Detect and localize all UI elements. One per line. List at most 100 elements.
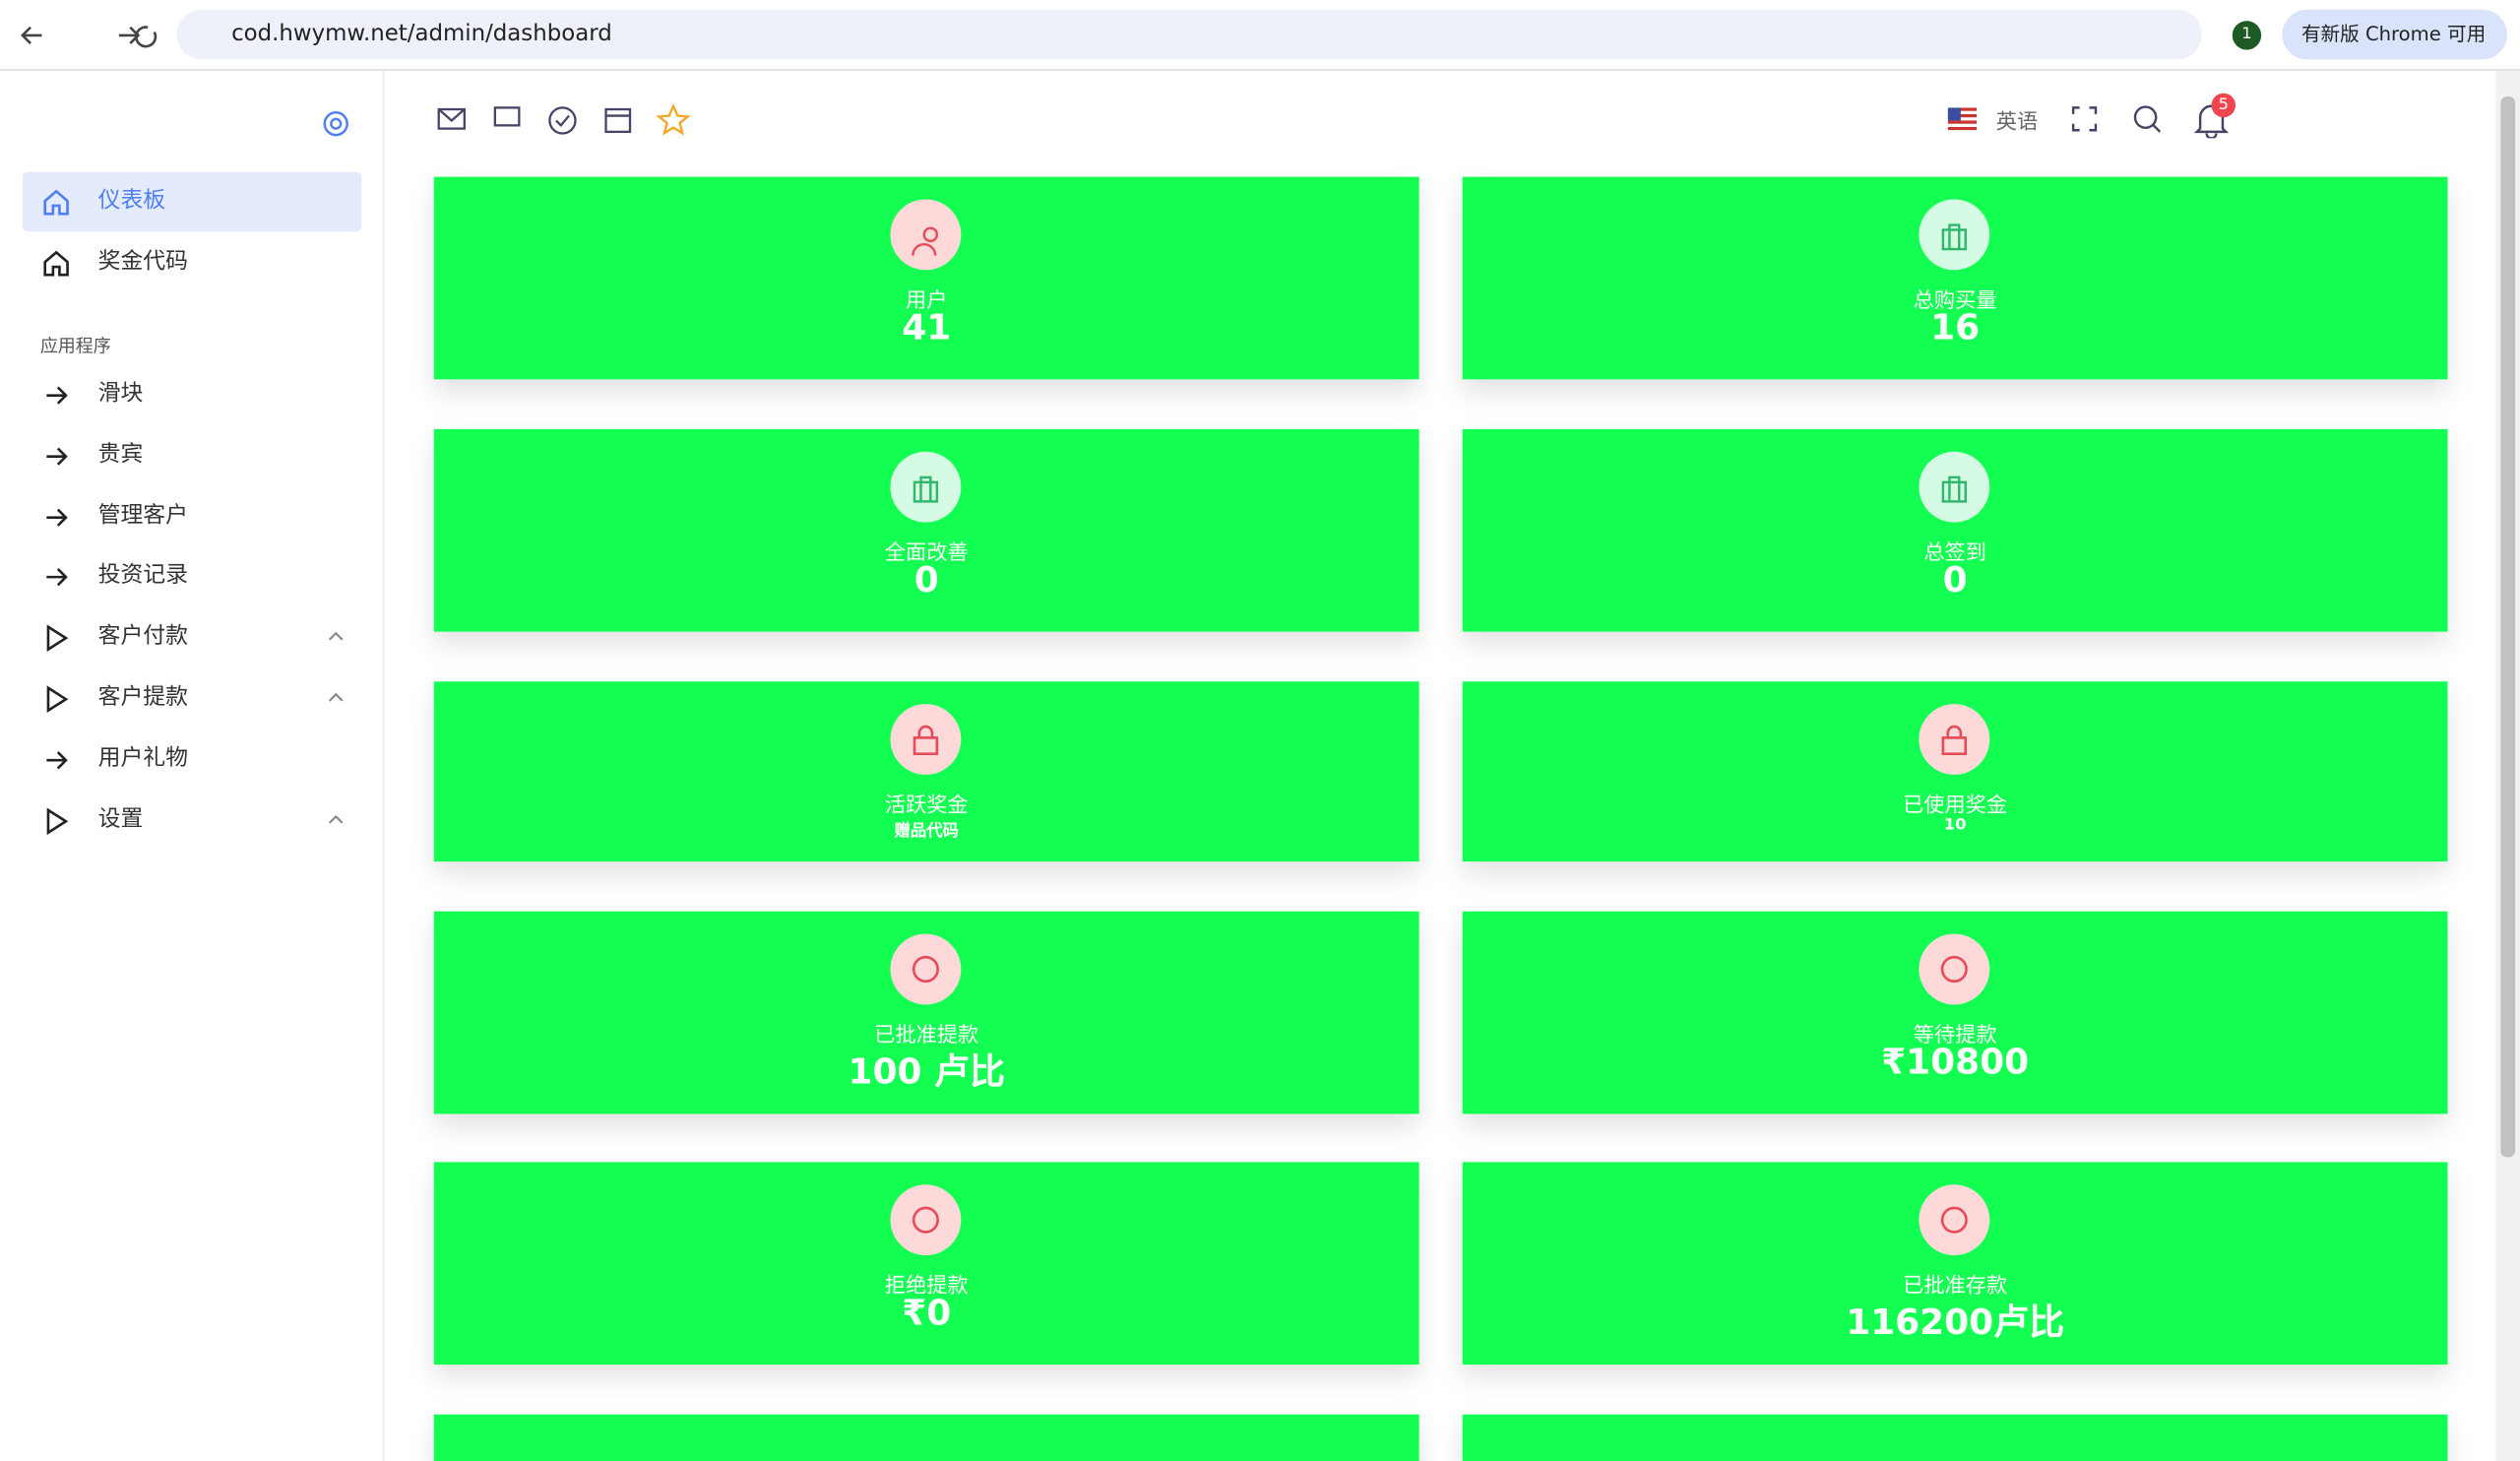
- stat-card: 全面改善 0: [433, 428, 1419, 632]
- icon: [46, 624, 69, 653]
- card-icon: [890, 1184, 962, 1256]
- browser-bar: cod.hwymw.net/admin/dashboard 1 有新版 Chro…: [0, 0, 2520, 71]
- chevron: [328, 692, 344, 702]
- icon-glyph: [1941, 223, 1967, 251]
- icon: [46, 507, 68, 527]
- card-value: ₹10800: [1881, 1043, 2030, 1084]
- card-icon: [1919, 451, 1990, 523]
- card-label: 总购买量: [1913, 288, 1997, 314]
- logo: [323, 111, 348, 137]
- card-icon: [1919, 933, 1990, 1005]
- card-label: 拒绝提款: [884, 1274, 969, 1300]
- icon: [43, 250, 69, 277]
- stat-card: 总购买量 16: [1462, 176, 2448, 380]
- stat-card: 活跃奖金 赠品代码: [433, 681, 1419, 862]
- menu-label: 客户提款: [97, 684, 189, 711]
- icon-glyph: [913, 725, 939, 756]
- card-value: 41: [902, 308, 952, 349]
- card: [1462, 1414, 2448, 1461]
- menu-label: 设置: [97, 805, 144, 833]
- card-icon: [890, 704, 962, 775]
- menu-label: 奖金代码: [97, 249, 189, 276]
- card-icon: [1919, 199, 1990, 271]
- icon-glyph: [912, 226, 939, 256]
- card-icon: [1919, 704, 1990, 775]
- card-value: ₹0: [902, 1294, 952, 1335]
- icon-glyph: [1941, 476, 1967, 503]
- card-icon: [1919, 1184, 1990, 1256]
- header-tools[interactable]: [2068, 102, 2230, 139]
- url-text: cod.hwymw.net/admin/dashboard: [231, 21, 612, 47]
- card-label: 活跃奖金: [884, 794, 969, 819]
- menu-item[interactable]: 设置: [23, 791, 361, 850]
- profile[interactable]: 1: [2232, 21, 2262, 50]
- scroll-thumb[interactable]: [2500, 95, 2516, 1158]
- icon-glyph: [1940, 1206, 1968, 1234]
- menu-item[interactable]: 贵宾: [23, 425, 361, 484]
- card-label: 等待提款: [1913, 1023, 1997, 1048]
- card-value: 0: [914, 560, 939, 602]
- section-title: 应用程序: [39, 336, 111, 357]
- sidebar: 仪表板奖金代码应用程序滑块贵宾管理客户投资记录客户付款客户提款用户礼物设置: [0, 70, 385, 1461]
- card-value: 赠品代码: [894, 822, 959, 841]
- stat-card: 已使用奖金 10: [1462, 681, 2448, 862]
- stat-card: 用户 41: [433, 176, 1419, 380]
- card-icon: [890, 199, 962, 271]
- menu-item[interactable]: 客户提款: [23, 668, 361, 728]
- menu-label: 管理客户: [97, 502, 189, 529]
- card-value: 0: [1942, 560, 1968, 602]
- nav-buttons[interactable]: [20, 20, 164, 52]
- stat-card: 已批准提款 100 卢比: [433, 911, 1419, 1114]
- card-value: 116200卢比: [1846, 1303, 2065, 1344]
- icon: [46, 568, 68, 587]
- icon: [46, 685, 69, 714]
- notification-badge: 5: [2211, 93, 2236, 118]
- card-icon: [890, 933, 962, 1005]
- card-label: 已批准存款: [1903, 1274, 2008, 1300]
- menu-item[interactable]: 客户付款: [23, 607, 361, 667]
- address-bar[interactable]: cod.hwymw.net/admin/dashboard: [176, 9, 2202, 60]
- icon: [46, 447, 68, 466]
- icon-glyph: [1940, 955, 1968, 984]
- card: [433, 1414, 1419, 1461]
- card-label: 已批准提款: [874, 1023, 979, 1048]
- stat-card: 总签到 0: [1462, 428, 2448, 632]
- icon: [43, 189, 69, 216]
- menu-item[interactable]: 管理客户: [23, 486, 361, 545]
- card-label: 用户: [905, 288, 948, 314]
- icon-glyph: [913, 476, 939, 503]
- menu-item[interactable]: 滑块: [23, 365, 361, 424]
- card-label: 全面改善: [884, 541, 969, 566]
- update-button[interactable]: 有新版 Chrome 可用: [2282, 9, 2507, 60]
- menu-item[interactable]: 投资记录: [23, 547, 361, 606]
- card-label: 已使用奖金: [1903, 794, 2008, 819]
- menu-label: 客户付款: [97, 623, 189, 650]
- menu-item[interactable]: 用户礼物: [23, 730, 361, 789]
- menu-item[interactable]: 奖金代码: [23, 233, 361, 292]
- card-value: 100 卢比: [848, 1052, 1005, 1094]
- icon-glyph: [912, 1206, 939, 1234]
- icon: [46, 750, 68, 769]
- menu-item[interactable]: 仪表板: [22, 171, 362, 232]
- stat-card: 已批准存款 116200卢比: [1462, 1162, 2448, 1366]
- header-icons[interactable]: [434, 102, 691, 138]
- card-value: 16: [1930, 308, 1981, 349]
- icon: [46, 386, 68, 405]
- scrollbar: [2495, 70, 2520, 1461]
- card-label: 总签到: [1923, 541, 1986, 566]
- stat-card: 等待提款 ₹10800: [1462, 911, 2448, 1114]
- icon-glyph: [1941, 725, 1968, 756]
- language[interactable]: 英语: [1995, 110, 2039, 136]
- menu-label: 用户礼物: [97, 745, 189, 772]
- menu-label: 滑块: [97, 380, 144, 408]
- card-value: 10: [1943, 816, 1967, 835]
- icon-glyph: [912, 955, 939, 984]
- chevron: [328, 814, 344, 824]
- menu-label: 贵宾: [97, 441, 144, 468]
- menu-label: 投资记录: [97, 563, 189, 590]
- chevron: [328, 632, 344, 641]
- stat-card: 拒绝提款 ₹0: [433, 1162, 1419, 1366]
- card-icon: [890, 451, 962, 523]
- icon: [46, 806, 69, 835]
